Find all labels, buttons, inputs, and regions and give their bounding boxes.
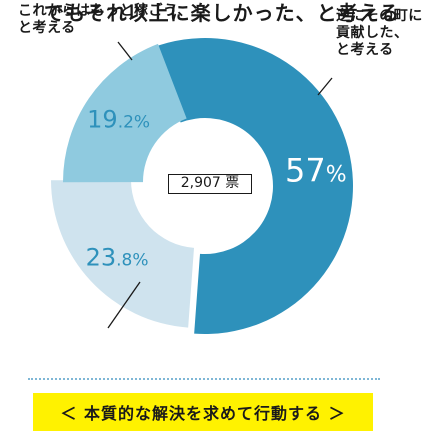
slice-value-label: 19.2% — [87, 106, 150, 134]
label-earn-more: これからはもっと稼ごう、 と考える — [18, 3, 192, 36]
slice-value-label: 23.8% — [86, 243, 149, 271]
action-banner: ＜ 本質的な解決を求めて行動する ＞ — [33, 393, 373, 431]
total-votes-box: 2,907 票 — [168, 174, 252, 194]
label-had-fun: でもそれ以上に楽しかった、と考える — [44, 1, 400, 25]
total-votes-value: 2,907 — [180, 175, 221, 191]
donut-slice-1 — [51, 180, 195, 328]
total-votes-unit: 票 — [225, 175, 240, 191]
leader-line-0 — [107, 281, 141, 329]
dotted-divider — [28, 378, 380, 380]
donut-slice-0 — [151, 38, 353, 335]
leader-line-2 — [317, 77, 333, 96]
label-contributed: 逆にその町に 貢献した、 と考える — [336, 8, 423, 58]
leader-line-1 — [117, 41, 133, 61]
donut-slice-2 — [63, 43, 187, 183]
slice-value-label: 57% — [285, 152, 347, 190]
banner-text: ＜ 本質的な解決を求めて行動する ＞ — [60, 404, 346, 423]
